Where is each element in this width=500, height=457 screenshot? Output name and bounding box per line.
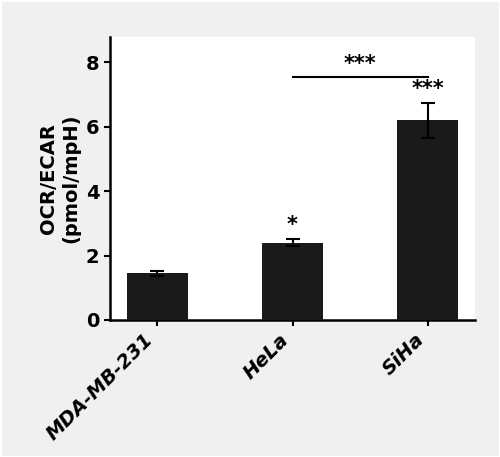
Y-axis label: OCR/ECAR
(pmol/mpH): OCR/ECAR (pmol/mpH) [40,113,80,243]
Bar [262,243,323,320]
Text: *: * [287,215,298,235]
Text: ***: *** [412,79,444,99]
Bar [398,120,458,320]
Bar [126,273,188,320]
Text: ***: *** [344,53,376,74]
